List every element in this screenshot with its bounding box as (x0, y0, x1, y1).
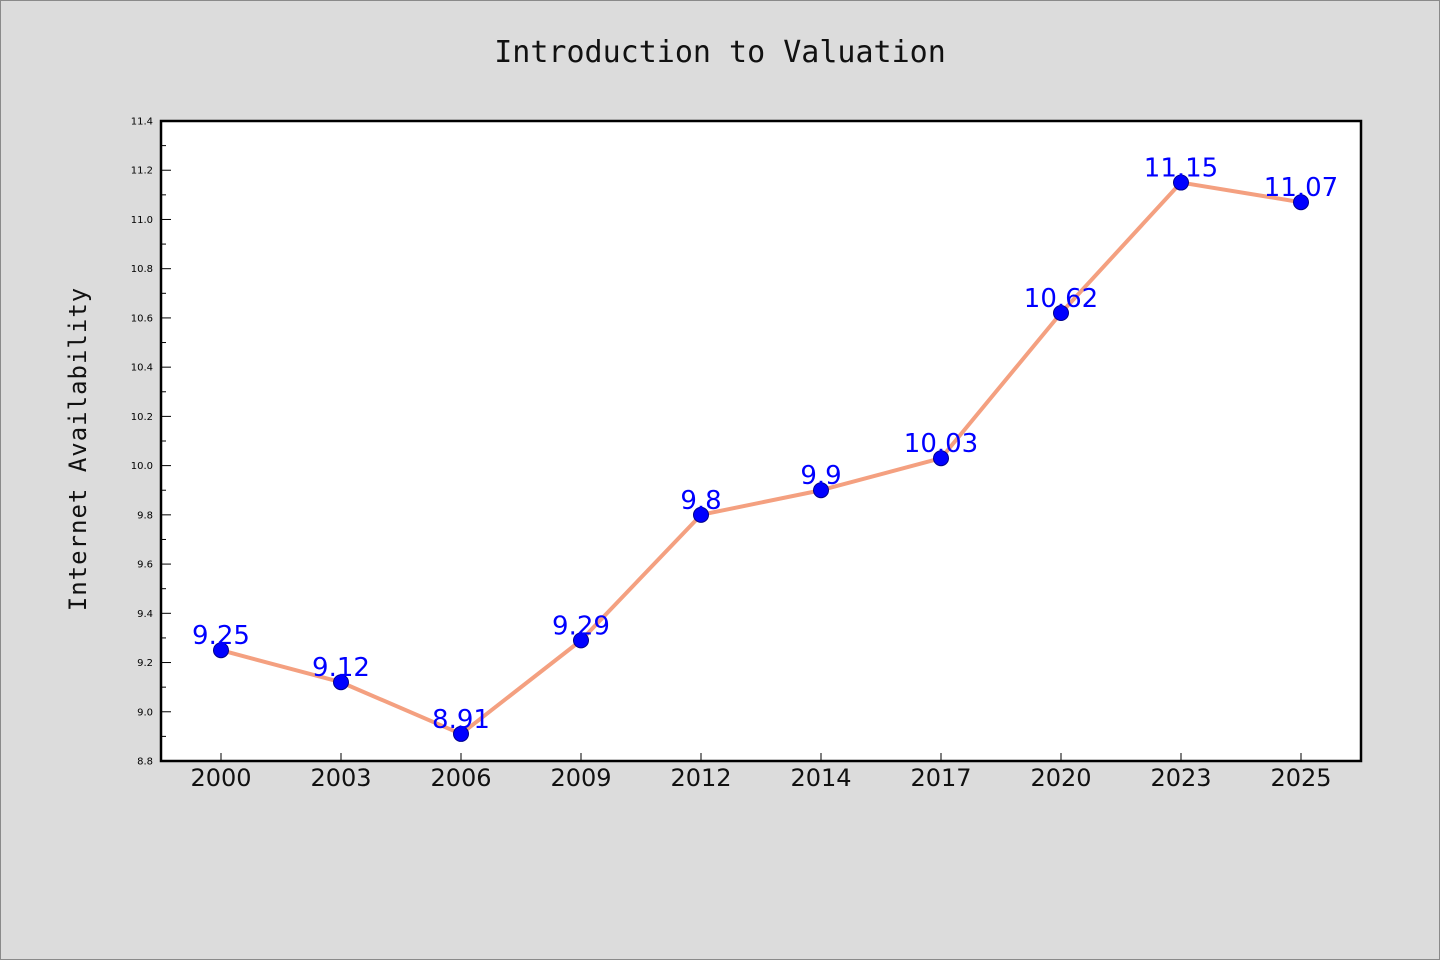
y-tick-label: 10.8 (131, 264, 153, 275)
data-point (333, 674, 349, 691)
y-tick-label: 10.0 (131, 461, 153, 472)
data-label: 10.03 (904, 429, 978, 459)
data-label: 9.29 (552, 611, 610, 641)
y-tick-label: 9.2 (137, 658, 153, 669)
x-tick-label: 2012 (670, 764, 731, 792)
y-tick-label: 11.4 (131, 117, 153, 128)
x-tick-label: 2023 (1150, 764, 1211, 792)
data-point (1173, 174, 1189, 191)
y-tick-label: 8.8 (137, 757, 153, 768)
y-tick-label: 9.8 (137, 510, 153, 521)
data-label: 11.07 (1264, 173, 1338, 203)
data-label: 9.12 (312, 653, 370, 683)
chart-title: Introduction to Valuation (494, 35, 946, 70)
data-label: 9.9 (800, 461, 841, 491)
data-point (1293, 194, 1309, 211)
data-point (693, 506, 709, 523)
plot-area (159, 119, 1363, 763)
series-line (219, 180, 1303, 736)
data-point (453, 725, 469, 742)
y-tick-label: 9.6 (137, 560, 153, 571)
y-tick-label: 11.2 (131, 166, 153, 177)
data-point (213, 642, 229, 659)
y-tick-label: 10.4 (131, 363, 153, 374)
data-point (933, 450, 949, 467)
data-labels: 9.25 9.12 8.91 9.29 9.8 9.9 10.03 10.62 11.15 11.… (192, 154, 1338, 735)
y-axis: 8.8 9.0 9.2 9.4 9.6 9.8 10.0 10.2 10.4 10.6 10.8 11… (131, 117, 171, 768)
y-tick-label: 10.6 (131, 313, 153, 324)
data-label: 11.15 (1144, 154, 1218, 184)
data-label: 9.25 (192, 621, 250, 651)
y-tick-label: 10.2 (131, 412, 153, 423)
y-axis-label: Internet Availability (64, 287, 92, 611)
y-tick-label: 11.0 (131, 215, 153, 226)
x-tick-label: 2009 (550, 764, 611, 792)
data-point (1053, 305, 1069, 321)
x-tick-label: 2003 (310, 764, 371, 792)
data-label: 8.91 (432, 705, 490, 735)
data-label: 10.62 (1024, 284, 1098, 314)
x-tick-label: 2014 (790, 764, 851, 792)
data-label: 9.8 (680, 486, 721, 516)
x-axis: 2000 2003 2006 2009 2012 2014 2017 2020 2023 2025 (190, 753, 1332, 792)
x-tick-label: 2000 (190, 764, 251, 792)
data-point (813, 482, 829, 499)
series-line-group (213, 174, 1309, 742)
x-tick-label: 2006 (430, 764, 491, 792)
x-tick-label: 2025 (1270, 764, 1331, 792)
y-tick-label: 9.0 (137, 707, 153, 718)
x-tick-label: 2017 (910, 764, 971, 792)
y-tick-label: 9.4 (137, 609, 153, 620)
x-tick-label: 2020 (1030, 764, 1091, 792)
data-point (573, 632, 589, 649)
